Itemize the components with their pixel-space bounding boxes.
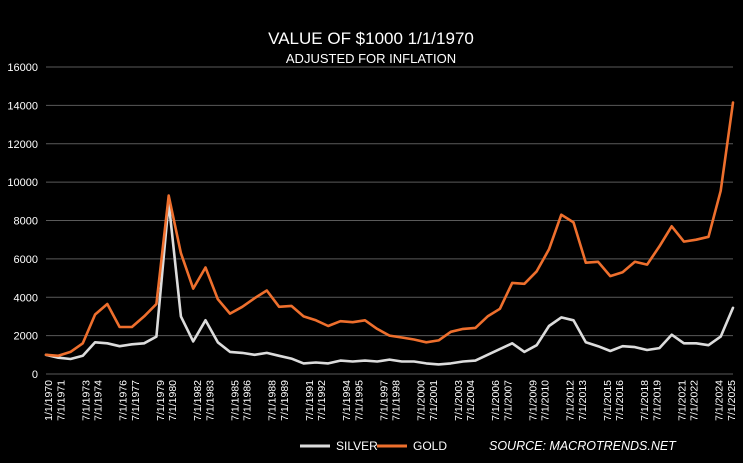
x-tick-label: 7/1/2016 [614, 380, 626, 421]
legend-gold-label: GOLD [413, 439, 447, 453]
x-tick-label: 7/1/1992 [316, 380, 328, 421]
x-tick-label: 7/1/1982 [192, 380, 204, 421]
x-tick-label: 7/1/1985 [229, 380, 241, 421]
y-tick-label: 0 [32, 369, 38, 381]
x-tick-label: 7/1/1988 [267, 380, 279, 421]
series-line-silver [44, 201, 735, 366]
x-tick-label: 7/1/2006 [490, 380, 502, 421]
chart-title: VALUE OF $1000 1/1/1970 [268, 29, 474, 48]
x-tick-label: 7/1/1979 [155, 380, 167, 421]
gridlines [46, 66, 733, 375]
x-tick-label: 7/1/2000 [416, 380, 428, 421]
x-axis-ticks: 1/1/1970 7/1/1971 7/1/1973 7/1/1974 7/1/1976… [43, 380, 738, 421]
x-tick-label: 7/1/2018 [639, 380, 651, 421]
x-tick-label: 7/1/1997 [378, 380, 390, 421]
legend-silver-label: SILVER [336, 439, 378, 453]
x-tick-label: 7/1/2024 [714, 380, 726, 421]
x-tick-label: 7/1/1983 [204, 380, 216, 421]
x-tick-label: 7/1/2010 [540, 380, 552, 421]
x-tick-label: 7/1/2025 [726, 380, 738, 421]
x-tick-label: 7/1/2012 [565, 380, 577, 421]
y-tick-label: 10000 [7, 177, 38, 189]
x-tick-label: 7/1/1991 [304, 380, 316, 421]
legend: SILVER GOLD [300, 439, 447, 453]
x-tick-label: 7/1/2021 [676, 380, 688, 421]
chart-subtitle: ADJUSTED FOR INFLATION [286, 51, 456, 66]
x-tick-label: 7/1/1976 [118, 380, 130, 421]
x-tick-label: 7/1/2019 [651, 380, 663, 421]
y-tick-label: 2000 [14, 331, 38, 343]
x-tick-label: 7/1/1980 [167, 380, 179, 421]
x-tick-label: 1/1/1970 [43, 380, 55, 421]
x-tick-label: 7/1/2022 [689, 380, 701, 421]
x-tick-label: 7/1/1971 [55, 380, 67, 421]
y-tick-label: 14000 [7, 100, 38, 112]
x-tick-label: 7/1/1995 [353, 380, 365, 421]
x-tick-label: 7/1/1994 [341, 380, 353, 421]
y-axis-ticks: 0 2000 4000 6000 8000 10000 12000 14000 16000 [7, 62, 38, 381]
x-tick-label: 7/1/2015 [602, 380, 614, 421]
series-line-gold [44, 101, 735, 358]
x-tick-label: 7/1/1977 [130, 380, 142, 421]
x-tick-label: 7/1/1998 [391, 380, 403, 421]
x-tick-label: 7/1/1986 [242, 380, 254, 421]
y-tick-label: 16000 [7, 62, 38, 74]
y-tick-label: 12000 [7, 139, 38, 151]
source-note: SOURCE: MACROTRENDS.NET [489, 439, 677, 453]
y-tick-label: 8000 [14, 216, 38, 228]
x-tick-label: 7/1/2013 [577, 380, 589, 421]
x-tick-label: 7/1/1974 [93, 380, 105, 421]
x-tick-label: 7/1/1973 [80, 380, 92, 421]
x-tick-label: 7/1/2007 [502, 380, 514, 421]
x-tick-label: 7/1/2004 [465, 380, 477, 421]
series-lines [44, 101, 735, 366]
x-tick-label: 7/1/1989 [279, 380, 291, 421]
x-tick-label: 7/1/2009 [527, 380, 539, 421]
y-tick-label: 6000 [14, 254, 38, 266]
x-tick-label: 7/1/2003 [453, 380, 465, 421]
x-tick-label: 7/1/2001 [428, 380, 440, 421]
y-tick-label: 4000 [14, 292, 38, 304]
